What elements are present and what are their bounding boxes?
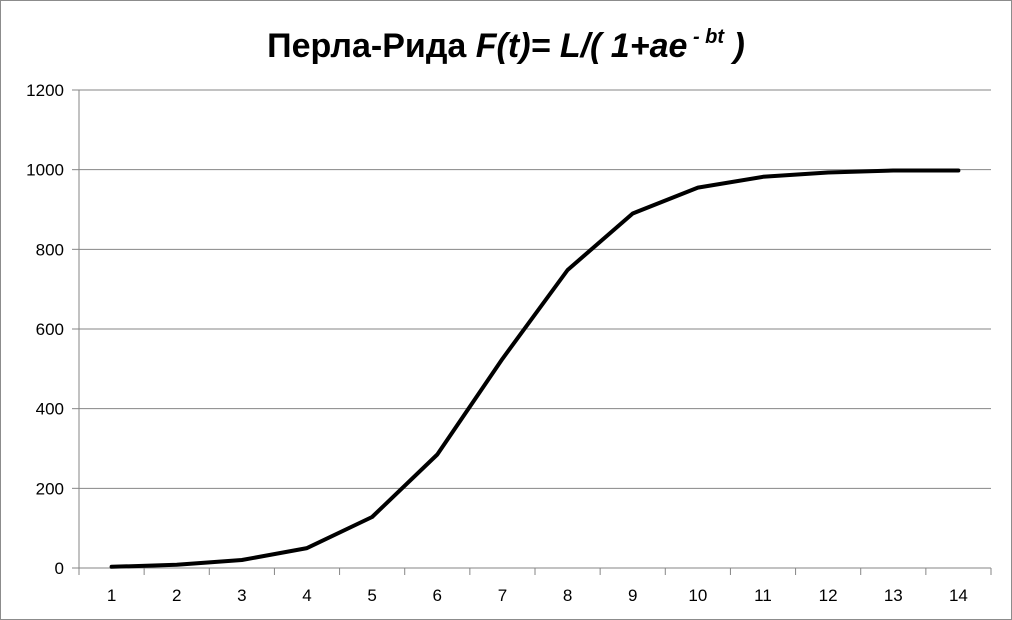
x-tick-label: 10 — [688, 586, 707, 605]
x-tick-label: 1 — [107, 586, 116, 605]
series-line-0 — [109, 168, 961, 569]
x-tick-label: 14 — [949, 586, 968, 605]
x-tick-label: 6 — [433, 586, 442, 605]
x-tick-label: 11 — [754, 586, 772, 605]
y-tick-label: 1200 — [26, 81, 64, 100]
x-tick-labels: 1 2 3 4 5 6 7 8 9 10 11 12 13 14 — [107, 586, 968, 605]
chart-title-formula-end: ) — [724, 27, 745, 65]
chart-title: Перла-Рида F(t)= L/( 1+ae - bt ) — [267, 26, 745, 65]
x-tick-label: 5 — [367, 586, 376, 605]
chart-title-exponent: - bt — [687, 26, 725, 48]
x-tick-label: 2 — [172, 586, 181, 605]
y-tick-label: 400 — [36, 400, 64, 419]
y-tick-labels: 0 200 400 600 800 1000 1200 — [26, 81, 64, 578]
gridlines — [72, 89, 991, 569]
series-group — [109, 168, 961, 569]
x-tick-label: 3 — [237, 586, 246, 605]
chart-title-prefix: Перла-Рида — [267, 27, 476, 65]
axes — [78, 90, 992, 575]
x-tick-label: 9 — [628, 586, 637, 605]
y-tick-label: 200 — [36, 479, 64, 498]
y-tick-label: 0 — [55, 559, 64, 578]
y-tick-label: 1000 — [26, 161, 64, 180]
y-tick-label: 800 — [36, 240, 64, 259]
chart-title-formula: F(t)= L/( 1+ae — [476, 27, 688, 65]
x-tick-label: 13 — [884, 586, 903, 605]
x-tick-label: 7 — [498, 586, 507, 605]
x-tick-label: 8 — [563, 586, 572, 605]
y-tick-label: 600 — [36, 320, 64, 339]
x-tick-label: 12 — [819, 586, 838, 605]
x-tick-label: 4 — [302, 586, 311, 605]
